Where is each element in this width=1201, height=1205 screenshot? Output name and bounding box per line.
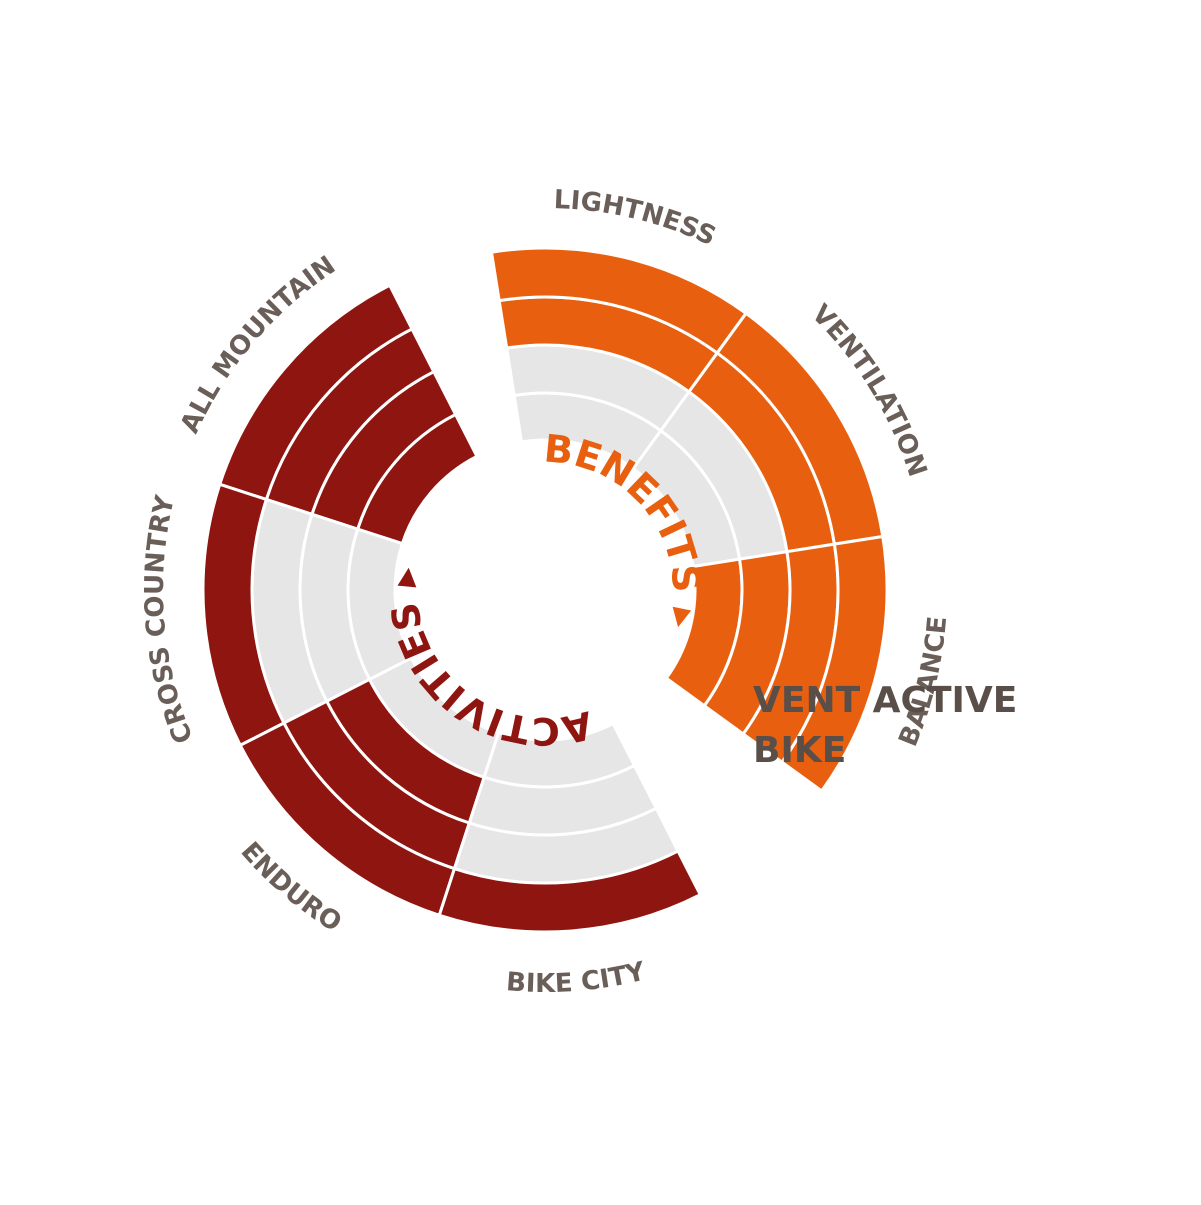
benefits-label-lightness: LIGHTNESS — [553, 185, 720, 252]
chart-title-line-1: VENT ACTIVE — [753, 680, 1017, 721]
activities-all-mountain-cell-4-filled — [217, 283, 414, 502]
activities-cross-country-cell-4-filled — [201, 482, 286, 748]
activities-enduro-cell-4-filled — [238, 721, 457, 918]
activities-label-bike-city: BIKE CITY — [505, 956, 649, 999]
chart-title-line-2: BIKE — [753, 730, 846, 771]
activities-label-cross-country: CROSS COUNTRY — [140, 492, 200, 748]
rating-cells — [201, 246, 889, 934]
activities-bike-city-cell-4-filled — [437, 849, 703, 934]
benefits-balance-cell-4-filled — [779, 534, 889, 794]
